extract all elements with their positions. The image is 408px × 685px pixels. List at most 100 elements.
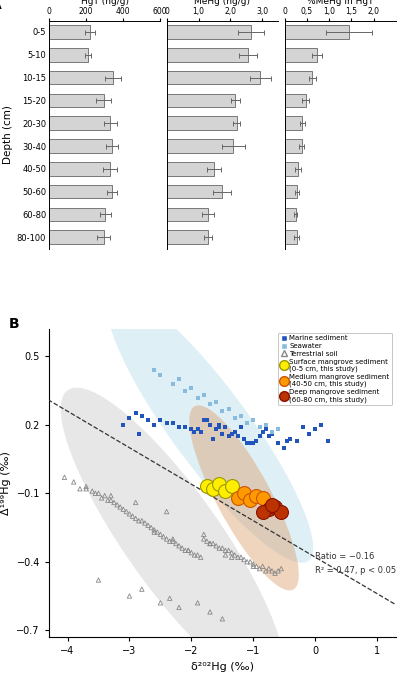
Point <box>182 422 188 433</box>
Bar <box>49 71 113 84</box>
Point <box>157 415 164 426</box>
Point <box>275 565 282 576</box>
Point <box>151 524 157 535</box>
Title: MeHg (ng/g): MeHg (ng/g) <box>194 0 251 6</box>
Point <box>194 424 201 435</box>
Point <box>284 436 290 447</box>
Point <box>173 538 179 549</box>
Point <box>163 506 170 517</box>
Point <box>111 497 117 508</box>
Point <box>102 490 108 501</box>
Point <box>61 472 68 483</box>
Point <box>108 495 114 506</box>
Point <box>117 501 124 512</box>
Point <box>318 419 325 430</box>
Point <box>228 547 235 558</box>
Point <box>250 558 257 569</box>
Point <box>231 426 238 437</box>
Point <box>104 495 111 506</box>
Point <box>126 412 133 423</box>
Point <box>216 422 222 433</box>
Point <box>188 383 195 394</box>
Point <box>219 543 226 553</box>
Point <box>238 410 244 421</box>
Point <box>268 429 275 440</box>
Point <box>191 426 198 437</box>
Point <box>210 433 216 444</box>
Point <box>182 545 188 556</box>
Point <box>250 438 257 449</box>
Point <box>120 504 126 515</box>
Point <box>176 374 182 385</box>
Point <box>235 493 241 503</box>
Ellipse shape <box>189 406 299 590</box>
Bar <box>167 94 235 108</box>
Point <box>241 488 247 499</box>
Point <box>207 419 213 430</box>
Point <box>247 438 253 449</box>
Point <box>272 568 278 579</box>
Point <box>123 506 130 517</box>
Point <box>253 436 259 447</box>
Point <box>275 438 282 449</box>
Point <box>262 424 269 435</box>
Point <box>241 433 247 444</box>
Bar <box>167 230 208 244</box>
Point <box>207 399 213 410</box>
Point <box>200 415 207 426</box>
Point <box>244 417 251 428</box>
Point <box>157 369 164 380</box>
Point <box>256 422 263 433</box>
Point <box>157 529 164 540</box>
Point <box>188 547 195 558</box>
Bar <box>49 185 112 199</box>
Point <box>176 602 182 613</box>
Point <box>213 540 220 551</box>
Point <box>293 436 300 447</box>
Y-axis label: Δ¹⁹⁹Hg (‰): Δ¹⁹⁹Hg (‰) <box>1 451 11 515</box>
Title: HgT (ng/g): HgT (ng/g) <box>80 0 129 6</box>
Ellipse shape <box>107 292 313 563</box>
Point <box>207 538 213 549</box>
Bar <box>285 116 302 130</box>
Point <box>194 597 201 608</box>
Point <box>259 561 266 572</box>
Point <box>95 488 102 499</box>
Legend: Marine sediment, Seawater, Terrestrial soil, Surface mangrove sediment
(0-5 cm, : Marine sediment, Seawater, Terrestrial s… <box>277 332 392 406</box>
Point <box>166 536 173 547</box>
Point <box>250 415 257 426</box>
Point <box>241 554 247 565</box>
Point <box>197 551 204 562</box>
Point <box>266 504 272 515</box>
Point <box>244 556 251 567</box>
Point <box>222 422 229 433</box>
Bar <box>285 71 312 84</box>
Bar <box>49 139 112 153</box>
Point <box>231 412 238 423</box>
Point <box>299 422 306 433</box>
Point <box>219 613 226 624</box>
Point <box>132 513 139 524</box>
Ellipse shape <box>61 388 285 685</box>
Point <box>83 481 89 492</box>
Point <box>268 565 275 576</box>
Text: B: B <box>9 316 20 331</box>
Point <box>275 424 282 435</box>
Point <box>151 527 157 538</box>
Point <box>200 390 207 401</box>
Point <box>225 403 232 414</box>
Bar <box>167 25 251 39</box>
Point <box>272 501 278 512</box>
Point <box>222 486 229 497</box>
Bar <box>285 25 349 39</box>
Point <box>151 364 157 375</box>
Point <box>278 506 284 517</box>
Point <box>222 549 229 560</box>
Text: A: A <box>0 0 2 12</box>
Point <box>135 429 142 440</box>
Bar <box>167 48 248 62</box>
Point <box>268 499 275 510</box>
Point <box>176 422 182 433</box>
Point <box>170 378 176 389</box>
Bar <box>167 185 222 199</box>
